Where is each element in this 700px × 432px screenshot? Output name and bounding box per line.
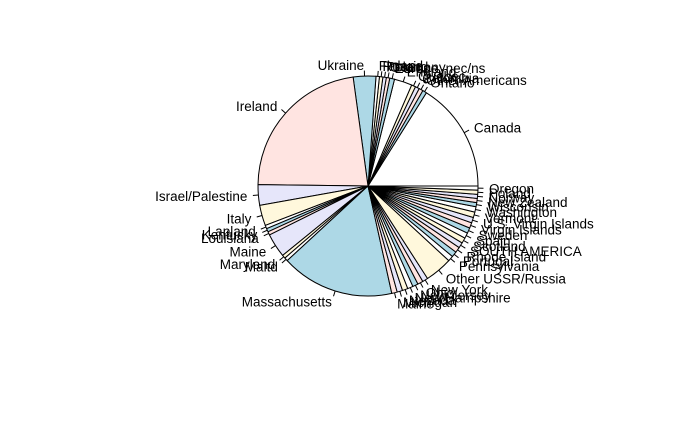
leader-line xyxy=(460,244,466,249)
leader-line xyxy=(404,289,408,295)
pie-slice xyxy=(367,92,479,187)
slice-label: Maryland xyxy=(220,257,276,272)
pie-slice xyxy=(286,185,393,297)
leader-line xyxy=(420,84,425,90)
slice-label: Russia xyxy=(383,59,425,74)
leader-line xyxy=(413,80,417,87)
leader-line xyxy=(476,204,482,207)
leader-line xyxy=(391,73,394,79)
slice-label: Norway xyxy=(488,190,534,205)
leader-line xyxy=(477,195,484,198)
leader-line xyxy=(399,291,402,297)
slice-label: England xyxy=(407,64,457,79)
slice-label: Kentucky xyxy=(202,228,258,243)
pie-leader-lines xyxy=(252,70,484,299)
pie-slice xyxy=(367,185,479,191)
slice-label: Washington xyxy=(486,205,557,220)
pie-slice xyxy=(257,76,369,187)
leader-line xyxy=(468,230,474,234)
leader-line xyxy=(380,71,383,77)
leader-line xyxy=(414,285,419,291)
leader-line xyxy=(472,219,478,223)
slice-label: Oregon xyxy=(489,181,534,196)
slice-label: Sweden xyxy=(479,228,528,243)
slice-label: Scotland xyxy=(473,239,526,254)
leader-line xyxy=(281,258,287,264)
slice-label: Vermont xyxy=(485,211,536,226)
slice-label: Canada xyxy=(474,120,522,135)
slice-label: Germany xyxy=(390,60,446,75)
slice-label: SOUTH AMERICA xyxy=(470,244,582,259)
slice-label: Wisconsin xyxy=(487,200,549,215)
leader-line xyxy=(416,82,421,88)
leader-line xyxy=(465,235,472,239)
leader-line xyxy=(474,214,480,217)
slice-label: Colombia xyxy=(422,71,480,86)
leader-line xyxy=(424,279,429,285)
leader-line xyxy=(402,76,406,82)
leader-line xyxy=(409,287,413,293)
slice-label: Michigan xyxy=(403,295,457,310)
leader-line xyxy=(333,290,336,297)
slice-label: Lapland xyxy=(208,224,256,239)
slice-label: Other Americans xyxy=(426,73,527,88)
slice-label: Europe, nec/ns xyxy=(395,61,486,76)
slice-label: Massachusetts xyxy=(242,294,332,309)
leader-line xyxy=(438,269,443,275)
leader-line xyxy=(419,282,424,288)
slice-label: Ontario xyxy=(430,75,474,90)
slice-label: Italy xyxy=(227,211,252,226)
leader-line xyxy=(476,200,483,202)
slice-label: Poland xyxy=(489,186,531,201)
slice-label: Rhode Island xyxy=(467,249,547,264)
slice-label: New York xyxy=(431,282,488,297)
slice-label: Virgin Islands xyxy=(481,222,562,237)
leader-line xyxy=(424,86,428,92)
slice-label: Ukraine xyxy=(318,58,365,73)
slice-label: New Hampshire xyxy=(415,291,511,306)
slice-label: Ohio xyxy=(426,285,455,300)
slice-label: Israel/Palestine xyxy=(155,189,247,204)
leader-line xyxy=(387,72,390,78)
slice-label: Nevada xyxy=(409,293,456,308)
slice-label: Quebec xyxy=(418,69,466,84)
slice-label: Maltd xyxy=(245,260,278,275)
leader-line xyxy=(394,292,397,299)
slice-label: Spain xyxy=(476,234,511,249)
leader-line xyxy=(470,224,476,228)
leader-line xyxy=(256,215,263,218)
slice-label: Louisiana xyxy=(201,231,259,246)
slice-label: U.S. Virgin Islands xyxy=(483,217,594,232)
slice-label: Portugal xyxy=(463,254,513,269)
leader-line xyxy=(279,256,285,261)
slice-label: Other USSR/Russia xyxy=(446,272,567,287)
leader-line xyxy=(457,249,463,254)
slice-label: Maine xyxy=(229,245,266,260)
leader-line xyxy=(281,109,286,114)
leader-line xyxy=(262,229,268,233)
leader-line xyxy=(270,245,276,249)
leader-line xyxy=(463,129,470,134)
leader-line xyxy=(384,71,386,78)
slice-label: Pennsylvania xyxy=(459,259,540,274)
pie-slices xyxy=(257,75,479,297)
leader-line xyxy=(260,226,267,230)
slice-label: New Zealand xyxy=(488,195,568,210)
leader-line xyxy=(475,208,481,212)
slice-label: New Jersey xyxy=(420,288,491,303)
slice-label: Maine xyxy=(397,296,434,311)
leader-line xyxy=(463,240,469,244)
slice-label: Finland xyxy=(379,58,423,73)
slice-label: Poland xyxy=(386,59,428,74)
slice-label: Ireland xyxy=(236,99,277,114)
leader-line xyxy=(450,258,456,263)
leader-line xyxy=(263,232,269,237)
leader-line xyxy=(453,253,459,259)
